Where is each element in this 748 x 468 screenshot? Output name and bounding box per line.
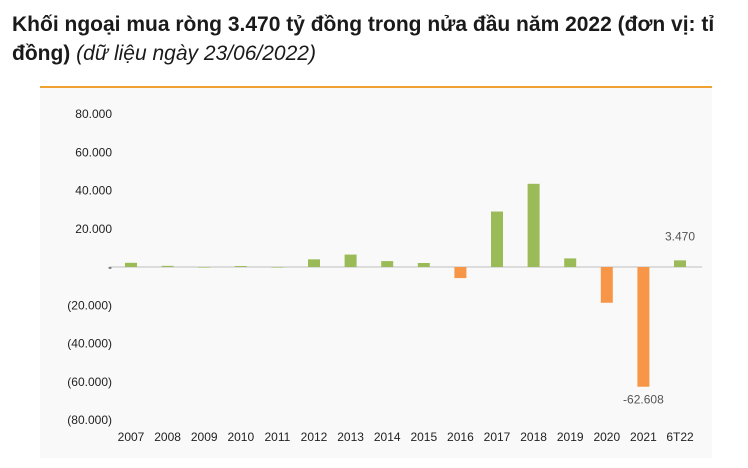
bar-2012 — [308, 259, 320, 267]
x-tick-label: 2019 — [557, 430, 584, 444]
x-tick-label: 2017 — [484, 430, 511, 444]
bar-2017 — [491, 211, 503, 267]
bar-2018 — [527, 183, 540, 267]
bar-2020 — [600, 267, 613, 303]
bar-2014 — [381, 261, 394, 267]
bar-6t22 — [674, 260, 686, 267]
bar-2019 — [564, 258, 577, 267]
y-tick-label: (40.000) — [67, 337, 112, 351]
bar-2011 — [271, 267, 284, 268]
y-tick-label: (80.000) — [67, 413, 112, 427]
x-tick-label: 2009 — [191, 430, 218, 444]
x-tick-label: 2018 — [520, 430, 547, 444]
y-tick-label: 80.000 — [75, 107, 112, 121]
x-tick-label: 6T22 — [666, 430, 694, 444]
y-tick-label: (20.000) — [67, 298, 112, 312]
bar-2016 — [454, 267, 467, 279]
x-tick-label: 2010 — [227, 430, 254, 444]
y-tick-label: 40.000 — [75, 184, 112, 198]
x-tick-label: 2016 — [447, 430, 474, 444]
x-tick-label: 2008 — [154, 430, 181, 444]
chart-title-main: Khối ngoại mua ròng 3.470 tỷ đồng trong … — [12, 13, 715, 65]
y-tick-label: 20.000 — [75, 222, 112, 236]
bar-2010 — [234, 266, 247, 267]
y-tick-label: 60.000 — [75, 145, 112, 159]
x-tick-label: 2014 — [374, 430, 401, 444]
bar-2015 — [417, 262, 430, 267]
x-tick-label: 2020 — [593, 430, 620, 444]
bar-2009 — [198, 267, 211, 268]
bar-2007 — [125, 262, 137, 267]
x-tick-label: 2021 — [630, 430, 657, 444]
x-tick-label: 2012 — [301, 430, 328, 444]
y-tick-label: (60.000) — [67, 375, 112, 389]
data-label: 3.470 — [665, 229, 695, 243]
x-tick-label: 2013 — [337, 430, 364, 444]
bar-2008 — [161, 265, 174, 267]
data-label: -62.608 — [623, 393, 664, 407]
chart-subtitle: (dữ liệu ngày 23/06/2022) — [76, 42, 316, 65]
bar-2021 — [637, 267, 650, 387]
x-tick-label: 2015 — [410, 430, 437, 444]
title-divider — [40, 86, 712, 88]
chart-title: Khối ngoại mua ròng 3.470 tỷ đồng trong … — [12, 10, 736, 68]
plot-background — [40, 88, 712, 458]
x-tick-label: 2007 — [118, 430, 145, 444]
bar-2013 — [344, 254, 357, 267]
x-tick-label: 2011 — [264, 430, 290, 444]
